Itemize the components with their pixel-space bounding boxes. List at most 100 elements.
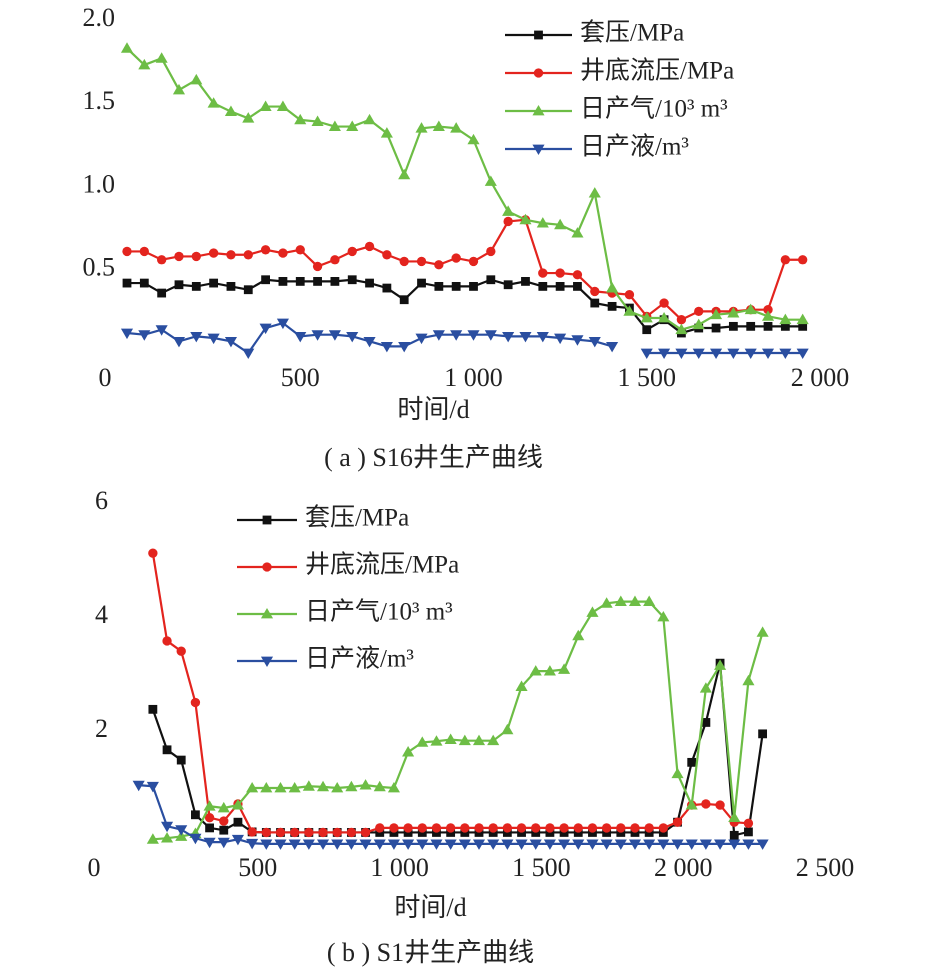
marker	[346, 827, 357, 838]
marker	[543, 665, 556, 676]
marker	[572, 629, 585, 641]
marker	[571, 335, 584, 346]
marker	[205, 823, 214, 833]
marker	[417, 278, 426, 288]
marker	[472, 734, 486, 746]
marker	[572, 270, 583, 280]
marker	[219, 816, 229, 826]
marker	[588, 336, 601, 348]
marker	[364, 241, 375, 252]
marker	[474, 823, 484, 833]
marker	[247, 827, 257, 837]
marker	[316, 780, 330, 792]
marker	[699, 682, 712, 693]
marker	[363, 113, 376, 125]
series-line	[152, 600, 764, 841]
marker	[746, 321, 756, 331]
marker	[345, 780, 358, 792]
marker	[157, 288, 167, 298]
marker	[382, 283, 392, 293]
marker	[231, 834, 244, 846]
marker	[699, 839, 712, 850]
marker	[501, 723, 514, 735]
marker	[203, 800, 216, 811]
marker	[289, 827, 300, 838]
marker	[176, 646, 186, 656]
marker	[415, 122, 428, 133]
marker	[360, 827, 371, 838]
marker	[243, 285, 253, 295]
marker	[331, 839, 344, 850]
marker	[275, 827, 286, 838]
marker	[571, 227, 584, 238]
y-tick-label: 2	[95, 714, 108, 743]
marker	[529, 665, 542, 676]
marker	[742, 674, 755, 686]
marker	[231, 799, 244, 810]
marker	[587, 823, 598, 833]
marker	[779, 313, 792, 325]
marker	[138, 58, 151, 70]
marker	[224, 336, 237, 348]
marker	[559, 823, 569, 833]
x-tick-label: 2 500	[796, 853, 855, 882]
marker	[382, 250, 392, 260]
marker	[675, 323, 688, 335]
marker	[295, 277, 305, 286]
marker	[217, 837, 230, 849]
x-tick-label: 500	[281, 363, 320, 392]
marker	[701, 799, 711, 809]
y-tick-label: 4	[95, 600, 108, 629]
marker	[346, 120, 359, 131]
marker	[415, 333, 428, 345]
marker	[614, 595, 627, 607]
marker	[515, 839, 528, 850]
marker	[375, 823, 385, 833]
marker	[623, 305, 636, 316]
y-tick-label: 6	[95, 486, 108, 515]
marker	[160, 821, 174, 833]
marker	[332, 827, 342, 838]
marker	[590, 298, 600, 308]
marker	[402, 746, 415, 757]
marker	[534, 30, 543, 40]
marker	[312, 261, 323, 272]
marker	[536, 217, 549, 228]
x-tick-label: 0	[88, 853, 101, 882]
marker	[175, 825, 188, 836]
marker	[502, 331, 515, 343]
marker	[242, 112, 255, 123]
marker	[756, 839, 769, 850]
marker	[643, 839, 656, 850]
marker	[431, 823, 442, 833]
marker	[172, 83, 186, 95]
marker	[278, 277, 288, 286]
marker	[796, 348, 809, 360]
marker	[430, 839, 443, 850]
marker	[146, 781, 159, 793]
marker	[458, 734, 471, 746]
marker	[558, 663, 571, 674]
y-tick-label: 0.5	[83, 253, 116, 282]
marker	[311, 115, 324, 126]
legend-label: 日产气/10³ m³	[580, 95, 728, 123]
marker	[311, 330, 324, 341]
marker	[643, 595, 656, 607]
marker	[217, 801, 230, 813]
marker	[328, 330, 341, 341]
marker	[715, 800, 725, 810]
marker	[243, 250, 253, 260]
marker	[798, 255, 808, 265]
marker	[122, 278, 132, 288]
legend-label: 套压/MPa	[305, 504, 409, 532]
marker	[573, 823, 583, 833]
marker	[472, 839, 486, 850]
marker	[387, 839, 400, 850]
marker	[600, 839, 613, 850]
marker	[628, 839, 642, 850]
marker	[640, 348, 653, 360]
marker	[155, 325, 168, 336]
marker	[450, 122, 463, 133]
